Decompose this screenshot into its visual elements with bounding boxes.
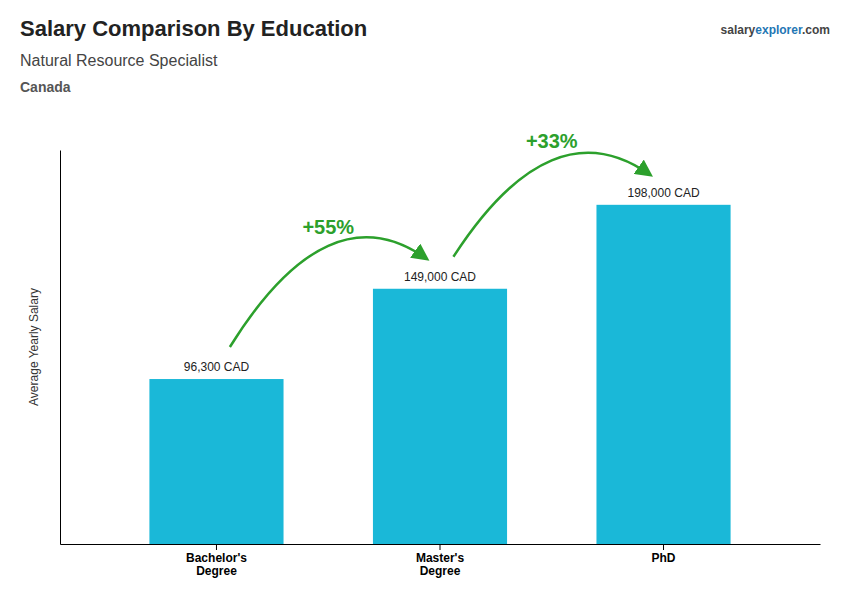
x-tick-label-line: Degree xyxy=(420,564,461,578)
data-label: 149,000 CAD xyxy=(404,270,476,284)
bars xyxy=(149,205,730,544)
x-tick-mark xyxy=(663,544,664,550)
watermark-part: explorer xyxy=(755,23,803,37)
watermark-part: .com xyxy=(802,23,830,37)
x-tick-label-line: Degree xyxy=(196,564,237,578)
bar xyxy=(373,289,507,544)
data-labels: 96,300 CAD 149,000 CAD 198,000 CAD xyxy=(184,186,700,374)
y-axis-label: Average Yearly Salary xyxy=(27,288,41,406)
x-tick-label-line: Bachelor's xyxy=(186,551,247,565)
caption: Canada xyxy=(20,79,71,95)
watermark-part: salary xyxy=(721,23,756,37)
x-tick-label-line: PhD xyxy=(652,551,676,565)
x-tick-label-line: Master's xyxy=(416,551,465,565)
bar xyxy=(596,205,730,544)
bar xyxy=(149,379,283,544)
y-axis xyxy=(60,151,61,545)
data-label: 96,300 CAD xyxy=(184,360,250,374)
x-tick-label: Master'sDegree xyxy=(416,551,465,579)
x-tick: Bachelor'sDegree xyxy=(186,544,247,578)
x-tick-label: PhD xyxy=(652,551,676,565)
x-tick-label: Bachelor'sDegree xyxy=(186,551,247,579)
data-label: 198,000 CAD xyxy=(628,186,700,200)
x-tick: PhD xyxy=(652,544,676,565)
x-tick: Master'sDegree xyxy=(416,544,465,578)
plot-area: Average Yearly SalaryBachelor'sDegreeMas… xyxy=(27,130,821,578)
chart-svg: Salary Comparison By Education Natural Re… xyxy=(0,0,850,606)
annotation-arrow xyxy=(453,153,650,257)
subtitle: Natural Resource Specialist xyxy=(20,52,218,69)
y-axis-line xyxy=(60,151,61,545)
title: Salary Comparison By Education xyxy=(20,16,367,41)
x-tick-mark xyxy=(216,544,217,550)
annotation-arrow xyxy=(230,237,427,347)
annotation-text: +33% xyxy=(526,130,578,152)
annotations: +55% +33% xyxy=(230,130,650,347)
x-axis: Bachelor'sDegreeMaster'sDegreePhD xyxy=(61,544,821,578)
annotation-text: +55% xyxy=(302,216,354,238)
x-tick-mark xyxy=(440,544,441,550)
watermark: salaryexplorer.com xyxy=(721,23,830,37)
